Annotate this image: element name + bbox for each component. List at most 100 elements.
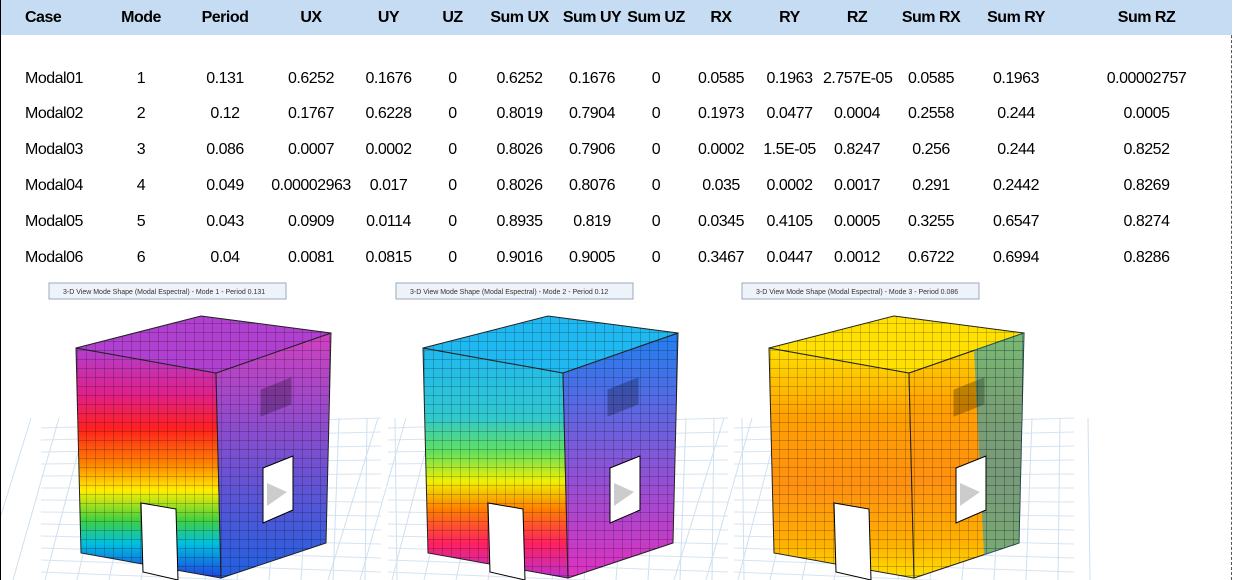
table-cell: 0.8286 bbox=[1061, 240, 1232, 276]
table-cell: 0.8026 bbox=[481, 132, 558, 168]
table-cell: 0.1676 bbox=[353, 35, 424, 96]
floor-line bbox=[13, 418, 59, 580]
table-cell: 0.6722 bbox=[891, 240, 971, 276]
table-cell: 0.0081 bbox=[269, 240, 353, 276]
floor-line bbox=[1026, 418, 1032, 580]
table-cell: Modal01 bbox=[1, 35, 101, 96]
table-cell: 0.7906 bbox=[558, 132, 626, 168]
table-row: Modal0330.0860.00070.000200.80260.790600… bbox=[1, 132, 1232, 168]
table-cell: 0.8019 bbox=[481, 96, 558, 132]
table-cell: 0.7904 bbox=[558, 96, 626, 132]
table-cell: 0.1973 bbox=[686, 96, 756, 132]
table-cell: 0.0447 bbox=[756, 240, 823, 276]
table-cell: 0.131 bbox=[181, 35, 269, 96]
table-cell: 2.757E-05 bbox=[823, 35, 891, 96]
view-title: 3-D View Mode Shape (Modal Espectral) - … bbox=[756, 289, 958, 296]
floor-line bbox=[1058, 418, 1060, 580]
view-title: 3-D View Mode Shape (Modal Espectral) - … bbox=[410, 289, 608, 296]
table-cell: 0.0002 bbox=[686, 132, 756, 168]
table-cell: 0 bbox=[424, 204, 481, 240]
table-cell: 0.1963 bbox=[971, 35, 1061, 96]
table-cell: 0.3255 bbox=[891, 204, 971, 240]
table-cell: 0.0007 bbox=[269, 132, 353, 168]
mode-view: 3-D View Mode Shape (Modal Espectral) - … bbox=[674, 283, 1090, 580]
table-cell: Modal06 bbox=[1, 240, 101, 276]
table-cell: 0.0815 bbox=[353, 240, 424, 276]
table-cell: 0.256 bbox=[891, 132, 971, 168]
table-cell: 0.244 bbox=[971, 96, 1061, 132]
table-cell: 0.0002 bbox=[756, 168, 823, 204]
table-cell: 0.244 bbox=[971, 132, 1061, 168]
table-cell: 0.8935 bbox=[481, 204, 558, 240]
table-cell: 0.1676 bbox=[558, 35, 626, 96]
table-cell: 0.0585 bbox=[891, 35, 971, 96]
floor-line bbox=[680, 418, 686, 580]
table-cell: 0.035 bbox=[686, 168, 756, 204]
table-cell: 0.291 bbox=[891, 168, 971, 204]
door bbox=[834, 503, 871, 580]
table-cell: 0 bbox=[626, 204, 686, 240]
floor-line bbox=[1, 418, 31, 580]
header-cell: UY bbox=[353, 0, 424, 35]
table-row: Modal0550.0430.09090.011400.89350.81900.… bbox=[1, 204, 1232, 240]
mesh-overlay bbox=[216, 333, 331, 578]
header-cell: Sum RX bbox=[891, 0, 971, 35]
table-cell: 0.6252 bbox=[481, 35, 558, 96]
table-cell: 1.5E-05 bbox=[756, 132, 823, 168]
table-cell: 0.0004 bbox=[823, 96, 891, 132]
mode-views: 3-D View Mode Shape (Modal Espectral) - … bbox=[1, 278, 1232, 580]
table-cell: 3 bbox=[101, 132, 181, 168]
table-cell: 0.3467 bbox=[686, 240, 756, 276]
table-cell: 0.8247 bbox=[823, 132, 891, 168]
table-cell: 0.2558 bbox=[891, 96, 971, 132]
table-cell: Modal04 bbox=[1, 168, 101, 204]
table-cell: 0.0909 bbox=[269, 204, 353, 240]
header-cell: Mode bbox=[101, 0, 181, 35]
table-cell: 0.04 bbox=[181, 240, 269, 276]
table-cell: 0 bbox=[424, 132, 481, 168]
header-cell: RX bbox=[686, 0, 756, 35]
table-cell: 0.8252 bbox=[1061, 132, 1232, 168]
table-cell: 0.00002757 bbox=[1061, 35, 1232, 96]
table-cell: 0.1767 bbox=[269, 96, 353, 132]
table-cell: 0.086 bbox=[181, 132, 269, 168]
table-cell: 0.8076 bbox=[558, 168, 626, 204]
door bbox=[141, 503, 178, 580]
table-cell: 0.8274 bbox=[1061, 204, 1232, 240]
table-cell: 0.0005 bbox=[1061, 96, 1232, 132]
header-cell: Sum RZ bbox=[1061, 0, 1232, 35]
table-cell: 0.0002 bbox=[353, 132, 424, 168]
table-cell: 0.0477 bbox=[756, 96, 823, 132]
table-cell: 0.819 bbox=[558, 204, 626, 240]
header-cell: RZ bbox=[823, 0, 891, 35]
table-cell: 0.6228 bbox=[353, 96, 424, 132]
modal-table: CaseModePeriodUXUYUZSum UXSum UYSum UZRX… bbox=[1, 0, 1232, 276]
header-cell: UZ bbox=[424, 0, 481, 35]
table-cell: 4 bbox=[101, 168, 181, 204]
table-cell: 0.1963 bbox=[756, 35, 823, 96]
table-row: Modal0220.120.17670.622800.80190.790400.… bbox=[1, 96, 1232, 132]
table-cell: 0.0017 bbox=[823, 168, 891, 204]
table-cell: Modal02 bbox=[1, 96, 101, 132]
table-cell: 0.9005 bbox=[558, 240, 626, 276]
table-cell: 0.0005 bbox=[823, 204, 891, 240]
table-cell: 0.4105 bbox=[756, 204, 823, 240]
header-cell: Sum UX bbox=[481, 0, 558, 35]
table-cell: Modal05 bbox=[1, 204, 101, 240]
header-cell: Period bbox=[181, 0, 269, 35]
table-cell: 0.049 bbox=[181, 168, 269, 204]
table-cell: 0 bbox=[626, 35, 686, 96]
table-cell: 0.0585 bbox=[686, 35, 756, 96]
header-cell: Sum UY bbox=[558, 0, 626, 35]
floor-line bbox=[395, 418, 397, 580]
view-title: 3-D View Mode Shape (Modal Espectral) - … bbox=[63, 289, 265, 296]
header-cell: Case bbox=[1, 0, 101, 35]
header-cell: Sum RY bbox=[971, 0, 1061, 35]
table-cell: 1 bbox=[101, 35, 181, 96]
table-cell: 0.2442 bbox=[971, 168, 1061, 204]
table-cell: 0 bbox=[626, 132, 686, 168]
mode-view: 3-D View Mode Shape (Modal Espectral) - … bbox=[328, 283, 744, 580]
door bbox=[488, 503, 525, 580]
